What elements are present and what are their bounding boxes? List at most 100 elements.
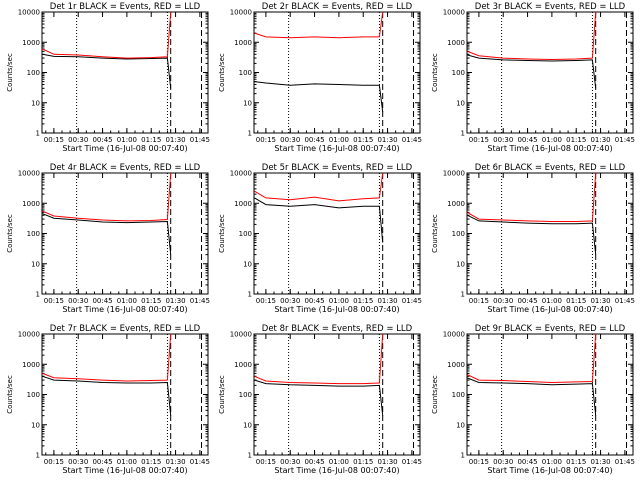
- x-axis-label: Start Time (16-Jul-08 00:07:40): [62, 466, 187, 475]
- x-axis-label: Start Time (16-Jul-08 00:07:40): [274, 305, 399, 314]
- y-tick-label: 10000: [230, 331, 252, 339]
- events-series-line: [254, 81, 384, 112]
- x-tick-label: 00:45: [517, 297, 537, 305]
- y-axis-label: Counts/sec: [218, 214, 226, 253]
- lld-series-line: [42, 172, 172, 222]
- x-tick-label: 00:45: [92, 458, 112, 466]
- panel-title: Det 7r BLACK = Events, RED = LLD: [50, 324, 201, 334]
- x-tick-label: 00:45: [304, 136, 324, 144]
- x-tick-label: 00:30: [493, 136, 513, 144]
- x-tick-label: 00:45: [517, 136, 537, 144]
- y-tick-label: 10000: [443, 331, 465, 339]
- panel-7: Det 7r BLACK = Events, RED = LLD 1 10 100 10…: [6, 324, 210, 475]
- x-tick-label: 00:30: [280, 297, 300, 305]
- lld-series-line: [42, 333, 172, 382]
- events-series-line: [467, 54, 597, 89]
- x-tick-label: 01:15: [141, 136, 161, 144]
- y-tick-label: 10000: [230, 170, 252, 178]
- x-tick-label: 01:45: [190, 136, 210, 144]
- y-tick-label: 10000: [443, 170, 465, 178]
- lld-series-line: [467, 11, 597, 61]
- panel-1: Det 1r BLACK = Events, RED = LLD 1 10 100 10…: [6, 2, 210, 153]
- y-tick-label: 100: [452, 391, 465, 399]
- x-tick-label: 00:30: [493, 458, 513, 466]
- x-tick-label: 01:30: [590, 136, 610, 144]
- panel-title: Det 1r BLACK = Events, RED = LLD: [50, 2, 201, 12]
- x-tick-label: 01:15: [566, 136, 586, 144]
- y-tick-label: 10: [31, 99, 40, 107]
- y-tick-label: 100: [452, 230, 465, 238]
- y-tick-label: 10: [456, 421, 465, 429]
- y-tick-label: 1000: [234, 361, 252, 369]
- y-tick-label: 1000: [447, 39, 465, 47]
- y-tick-label: 10: [243, 260, 252, 268]
- x-tick-label: 00:30: [68, 458, 88, 466]
- x-tick-label: 01:45: [190, 297, 210, 305]
- x-tick-label: 01:45: [402, 136, 422, 144]
- y-axis-label: Counts/sec: [6, 214, 14, 253]
- y-tick-label: 10: [31, 260, 40, 268]
- y-tick-label: 10: [243, 421, 252, 429]
- x-tick-label: 01:15: [141, 297, 161, 305]
- y-axis-label: Counts/sec: [431, 53, 439, 92]
- x-tick-label: 00:45: [304, 458, 324, 466]
- events-series-line: [254, 379, 384, 416]
- x-tick-label: 00:15: [469, 458, 489, 466]
- x-tick-label: 01:00: [329, 458, 349, 466]
- x-tick-label: 01:00: [117, 458, 137, 466]
- y-tick-label: 100: [239, 230, 252, 238]
- x-tick-label: 01:15: [141, 458, 161, 466]
- panel-title: Det 5r BLACK = Events, RED = LLD: [262, 163, 413, 173]
- panel-2: Det 2r BLACK = Events, RED = LLD 1 10 100 10…: [218, 2, 422, 153]
- panel-5: Det 5r BLACK = Events, RED = LLD 1 10 100 10…: [218, 163, 422, 314]
- y-axis-label: Counts/sec: [431, 214, 439, 253]
- x-tick-label: 00:15: [44, 297, 64, 305]
- x-tick-label: 01:00: [542, 458, 562, 466]
- x-tick-label: 00:15: [469, 136, 489, 144]
- x-tick-label: 01:15: [566, 458, 586, 466]
- x-tick-label: 01:00: [542, 297, 562, 305]
- x-tick-label: 00:15: [469, 297, 489, 305]
- y-tick-label: 1: [461, 452, 465, 460]
- plot-frame: [466, 333, 634, 456]
- x-tick-label: 00:15: [44, 136, 64, 144]
- y-tick-label: 1000: [22, 200, 40, 208]
- x-tick-label: 00:30: [68, 297, 88, 305]
- y-tick-label: 10: [456, 260, 465, 268]
- x-tick-label: 01:30: [590, 458, 610, 466]
- lld-series-line: [467, 172, 597, 222]
- x-tick-label: 01:00: [117, 297, 137, 305]
- x-tick-label: 00:30: [280, 458, 300, 466]
- y-tick-label: 1000: [234, 200, 252, 208]
- panel-title: Det 9r BLACK = Events, RED = LLD: [475, 324, 626, 334]
- x-tick-label: 01:45: [402, 458, 422, 466]
- x-tick-label: 01:30: [377, 458, 397, 466]
- plot-frame: [41, 172, 209, 295]
- x-tick-label: 01:30: [377, 297, 397, 305]
- y-tick-label: 1000: [22, 361, 40, 369]
- events-series-line: [254, 197, 384, 243]
- y-tick-label: 10: [456, 99, 465, 107]
- x-tick-label: 01:30: [165, 136, 185, 144]
- y-tick-label: 1: [461, 130, 465, 138]
- panel-3: Det 3r BLACK = Events, RED = LLD 1 10 100 10…: [431, 2, 635, 153]
- plot-frame: [253, 172, 421, 295]
- y-tick-label: 1: [36, 291, 40, 299]
- plot-frame: [466, 11, 634, 134]
- x-tick-label: 01:45: [190, 458, 210, 466]
- x-tick-label: 01:45: [615, 136, 635, 144]
- x-axis-label: Start Time (16-Jul-08 00:07:40): [274, 466, 399, 475]
- x-tick-label: 00:45: [517, 458, 537, 466]
- x-axis-label: Start Time (16-Jul-08 00:07:40): [274, 144, 399, 153]
- y-axis-label: Counts/sec: [6, 375, 14, 414]
- y-tick-label: 100: [239, 69, 252, 77]
- x-tick-label: 01:15: [353, 458, 373, 466]
- lld-series-line: [42, 11, 172, 59]
- x-tick-label: 01:30: [165, 458, 185, 466]
- x-tick-label: 00:15: [256, 297, 276, 305]
- panel-title: Det 2r BLACK = Events, RED = LLD: [262, 2, 413, 12]
- plot-frame: [253, 333, 421, 456]
- x-tick-label: 00:45: [92, 136, 112, 144]
- x-tick-label: 01:45: [402, 297, 422, 305]
